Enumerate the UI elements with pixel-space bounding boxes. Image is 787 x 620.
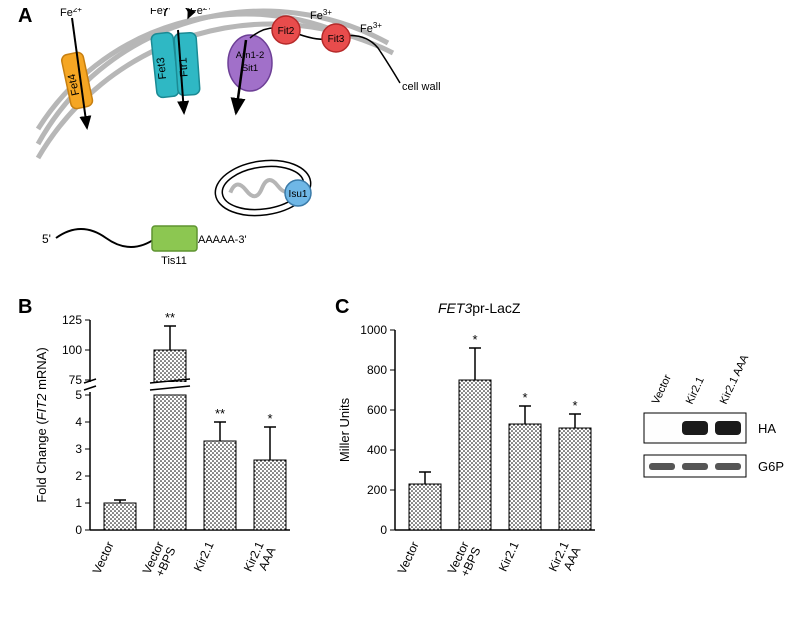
svg-text:Vector+BPS: Vector+BPS: [140, 539, 179, 581]
svg-text:Sit1: Sit1: [242, 63, 258, 74]
svg-text:Kir2.1AAA: Kir2.1AAA: [241, 539, 279, 579]
svg-text:Fold Change (FIT2 mRNA): Fold Change (FIT2 mRNA): [34, 347, 49, 502]
svg-text:600: 600: [367, 403, 387, 417]
svg-text:75: 75: [69, 373, 83, 387]
svg-text:Kir2.1AAA: Kir2.1AAA: [546, 539, 584, 579]
svg-text:cell wall: cell wall: [402, 81, 441, 93]
svg-text:Tis11: Tis11: [161, 255, 187, 267]
svg-text:Fet3: Fet3: [155, 57, 169, 80]
mrna: 5' AAAAA-3' Tis11: [42, 226, 247, 267]
svg-text:**: **: [215, 406, 225, 421]
svg-text:Fe2+: Fe2+: [60, 8, 82, 19]
svg-text:4: 4: [75, 415, 82, 429]
svg-text:AAAAA-3': AAAAA-3': [198, 234, 247, 246]
chart-b: 75 100 125 0 1 2 3 4 5 Fold Change (FIT2…: [30, 310, 320, 610]
svg-text:5: 5: [75, 388, 82, 402]
svg-text:800: 800: [367, 363, 387, 377]
svg-text:Kir2.1: Kir2.1: [496, 539, 522, 574]
svg-text:0: 0: [380, 523, 387, 537]
svg-text:Vector: Vector: [650, 373, 674, 407]
svg-text:1000: 1000: [360, 323, 387, 337]
svg-text:Miller Units: Miller Units: [337, 397, 352, 462]
svg-text:*: *: [522, 390, 527, 405]
svg-text:Kir2.1 AAA: Kir2.1 AAA: [718, 355, 752, 406]
chart-c: 0 200 400 600 800 1000 Miller Units *: [335, 310, 625, 610]
western-blot: Vector Kir2.1 Kir2.1 AAA HA G6P: [640, 355, 780, 505]
svg-text:Kir2.1: Kir2.1: [684, 375, 707, 406]
arn-sit: Arn1-2 Sit1: [228, 35, 272, 113]
svg-text:100: 100: [62, 343, 82, 357]
svg-text:HA: HA: [758, 421, 776, 436]
svg-text:Fit2: Fit2: [278, 26, 295, 37]
svg-text:Fe3+: Fe3+: [150, 8, 172, 17]
fit-chain: Fit2 Fit3 Fe3+ Fe3+ cell wall: [250, 8, 441, 93]
svg-text:Vector: Vector: [90, 539, 117, 576]
svg-text:Isu1: Isu1: [289, 189, 308, 200]
svg-text:Fe3+: Fe3+: [360, 21, 382, 35]
svg-text:*: *: [572, 398, 577, 413]
chart-c-bars: * * *: [409, 332, 591, 530]
svg-text:Fit3: Fit3: [328, 34, 345, 45]
svg-text:**: **: [165, 310, 175, 325]
svg-text:125: 125: [62, 313, 82, 327]
svg-text:200: 200: [367, 483, 387, 497]
svg-text:1: 1: [75, 496, 82, 510]
svg-text:2: 2: [75, 469, 82, 483]
svg-text:0: 0: [75, 523, 82, 537]
svg-text:400: 400: [367, 443, 387, 457]
panel-a-diagram: Fet4 Fe2+ Fet3 Ftr1 Fe3+ Fe2+ Arn1-2 Sit…: [18, 8, 518, 298]
svg-text:*: *: [472, 332, 477, 347]
svg-text:Vector+BPS: Vector+BPS: [445, 539, 484, 581]
mitochondrion: Isu1: [212, 155, 315, 222]
svg-text:Vector: Vector: [395, 539, 422, 576]
svg-text:Arn1-2: Arn1-2: [236, 50, 265, 61]
svg-text:G6P: G6P: [758, 459, 784, 474]
svg-text:*: *: [267, 411, 272, 426]
svg-text:5': 5': [42, 232, 51, 246]
svg-text:Kir2.1: Kir2.1: [191, 539, 217, 574]
chart-b-bars: ** ** *: [104, 310, 286, 530]
svg-text:3: 3: [75, 442, 82, 456]
